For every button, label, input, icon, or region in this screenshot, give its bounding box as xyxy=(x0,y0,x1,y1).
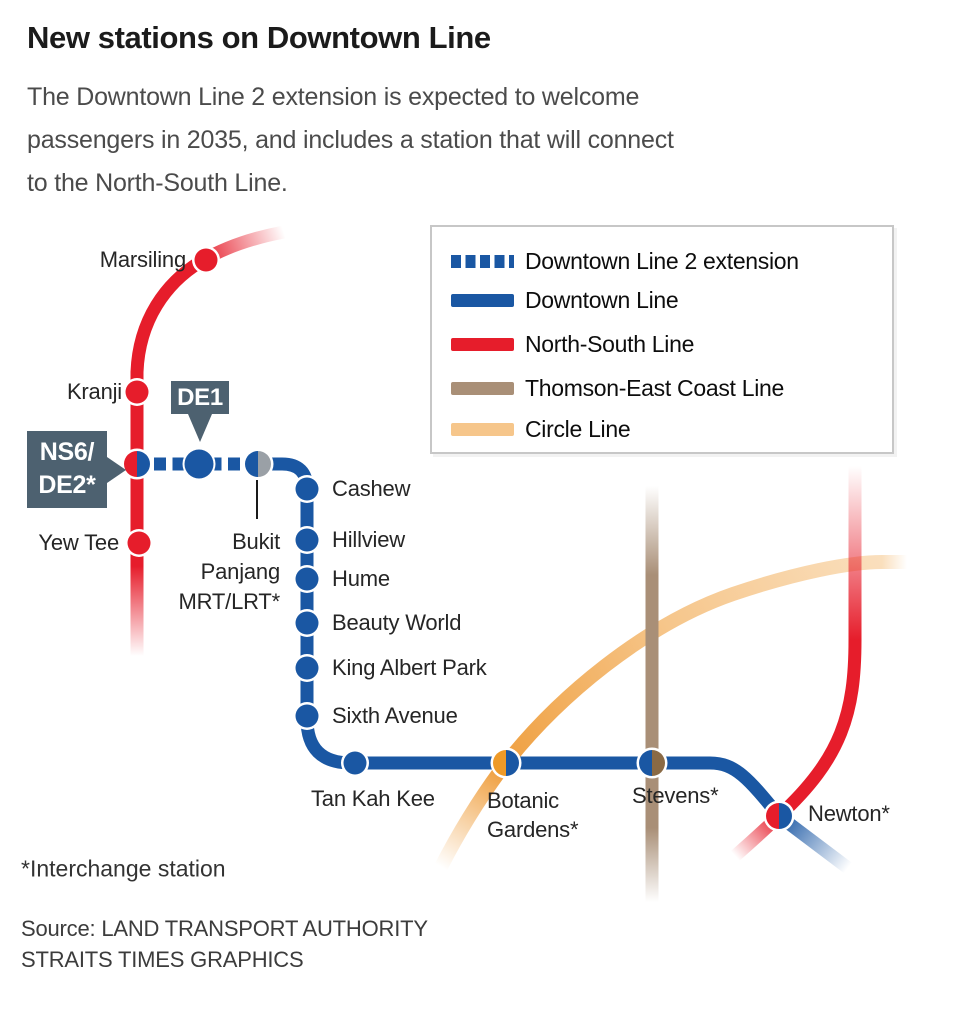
station-dot-de1 xyxy=(182,447,216,481)
legend-label: Circle Line xyxy=(525,415,631,442)
legend-item-thomson-east-coast-line: Thomson-East Coast Line xyxy=(451,374,785,401)
north-south-line-east-path xyxy=(730,466,862,861)
badge-de1-label: DE1 xyxy=(177,384,223,411)
graphics-credit: STRAITS TIMES GRAPHICS xyxy=(21,947,304,972)
station-label-king-albert-park: King Albert Park xyxy=(332,655,487,680)
badge-ns6-line: NS6/ xyxy=(39,438,95,466)
station-dot-tan-kah-kee xyxy=(341,749,369,777)
subtitle-line: to the North-South Line. xyxy=(27,169,288,197)
station-dot-cashew xyxy=(293,475,321,503)
subtitle-line: passengers in 2035, and includes a stati… xyxy=(27,126,674,154)
station-dot-ns6-de2-interchange xyxy=(121,448,153,480)
legend-label: Thomson-East Coast Line xyxy=(525,374,785,401)
legend-item-circle-line: Circle Line xyxy=(451,415,631,442)
station-dot-botanic-gardens-interchange xyxy=(490,747,522,779)
orange-line-swatch xyxy=(451,422,514,436)
station-label-yew-tee: Yew Tee xyxy=(38,530,119,555)
station-label-line: Bukit xyxy=(232,529,280,554)
red-line-swatch xyxy=(451,337,514,351)
circle-line-path xyxy=(434,555,907,871)
station-dot-marsiling xyxy=(192,246,220,274)
legend-label: Downtown Line 2 extension xyxy=(525,247,799,274)
station-label-botanic-gardens: Botanic Gardens* xyxy=(487,786,579,844)
station-label-bukit-panjang: Bukit Panjang MRT/LRT* xyxy=(179,527,281,617)
legend-label: Downtown Line xyxy=(525,286,679,313)
badge-de1: DE1 xyxy=(171,381,229,442)
badge-ns6-line: DE2* xyxy=(38,471,96,499)
station-label-cashew: Cashew xyxy=(332,476,411,501)
station-label-line: MRT/LRT* xyxy=(178,589,281,614)
legend: Downtown Line 2 extension Downtown Line … xyxy=(430,225,894,454)
station-dot-newton-interchange xyxy=(763,800,795,832)
page-title: New stations on Downtown Line xyxy=(27,20,491,55)
legend-item-north-south-line: North-South Line xyxy=(451,330,695,357)
badge-ns6-de2: NS6/ DE2* xyxy=(27,431,126,508)
subtitle: The Downtown Line 2 extension is expecte… xyxy=(27,76,674,205)
station-label-line: Panjang xyxy=(200,559,281,584)
legend-item-downtown-line: Downtown Line xyxy=(451,286,679,313)
station-label-line: Gardens* xyxy=(487,817,579,842)
station-label-stevens: Stevens* xyxy=(632,783,719,808)
interchange-footnote: *Interchange station xyxy=(21,855,226,882)
blue-line-swatch xyxy=(451,293,514,307)
dashed-blue-line-swatch xyxy=(451,254,514,268)
station-dot-bukit-panjang-interchange xyxy=(242,448,274,480)
station-label-hillview: Hillview xyxy=(332,527,405,552)
station-label-kranji: Kranji xyxy=(66,379,122,404)
station-dot-stevens-interchange xyxy=(636,747,668,779)
source-credit: Source: LAND TRANSPORT AUTHORITY xyxy=(21,916,428,941)
station-dot-kranji xyxy=(123,378,151,406)
badge-ns6-pointer xyxy=(107,456,126,483)
station-label-newton: Newton* xyxy=(808,801,890,826)
station-label-line: Botanic xyxy=(487,788,559,813)
station-dot-beauty-world xyxy=(293,609,321,637)
station-label-tan-kah-kee: Tan Kah Kee xyxy=(311,786,435,811)
station-dot-king-albert-park xyxy=(293,654,321,682)
legend-item-downtown-line-2-extension: Downtown Line 2 extension xyxy=(451,247,799,274)
brown-line-swatch xyxy=(451,381,514,395)
station-label-sixth-avenue: Sixth Avenue xyxy=(332,703,458,728)
station-dot-hume xyxy=(293,565,321,593)
station-dot-sixth-avenue xyxy=(293,702,321,730)
station-dot-hillview xyxy=(293,526,321,554)
station-label-beauty-world: Beauty World xyxy=(332,610,462,635)
subtitle-line: The Downtown Line 2 extension is expecte… xyxy=(27,83,640,111)
station-dot-yew-tee xyxy=(125,529,153,557)
legend-label: North-South Line xyxy=(525,330,695,357)
station-label-marsiling: Marsiling xyxy=(99,247,186,272)
station-label-hume: Hume xyxy=(332,566,390,591)
badge-de1-pointer xyxy=(188,414,212,442)
